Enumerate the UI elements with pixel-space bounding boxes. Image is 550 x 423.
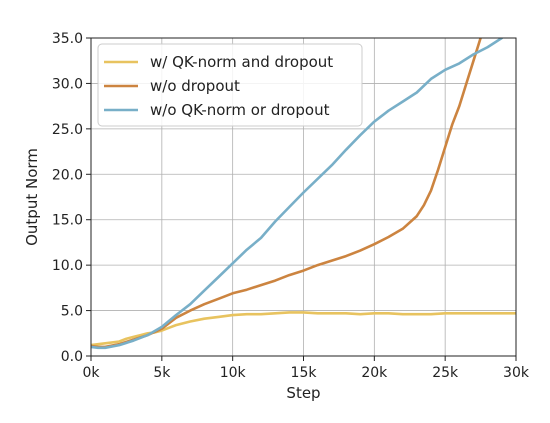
legend-items: w/ QK-norm and dropout w/o dropout w/o QK-… bbox=[104, 53, 333, 119]
y-tick-label: 0.0 bbox=[61, 349, 83, 365]
y-tick-label: 30.0 bbox=[52, 76, 83, 92]
y-tick-label: 20.0 bbox=[52, 167, 83, 183]
y-tick-label: 25.0 bbox=[52, 122, 83, 138]
legend-label: w/o dropout bbox=[150, 77, 240, 95]
x-tick-label: 25k bbox=[432, 365, 459, 381]
legend-label: w/o QK-norm or dropout bbox=[150, 101, 330, 119]
series-line-3 bbox=[91, 38, 504, 350]
y-tick-label: 5.0 bbox=[61, 304, 83, 320]
series-line-1 bbox=[91, 311, 516, 347]
y-tick-label: 10.0 bbox=[52, 258, 83, 274]
x-axis-label: Step bbox=[286, 384, 320, 402]
y-axis-label: Output Norm bbox=[23, 148, 41, 246]
legend-box bbox=[97, 43, 363, 127]
series-lines bbox=[91, 38, 516, 350]
legend: w/ QK-norm and dropout w/o dropout w/o QK-… bbox=[97, 43, 363, 127]
x-tick-label: 0k bbox=[82, 365, 100, 381]
x-tick-label: 30k bbox=[503, 365, 530, 381]
y-tick-label: 35.0 bbox=[52, 31, 83, 47]
legend-label: w/ QK-norm and dropout bbox=[150, 53, 333, 71]
x-tick-label: 20k bbox=[361, 365, 388, 381]
x-tick-label: 10k bbox=[220, 365, 247, 381]
x-tick-label: 5k bbox=[153, 365, 171, 381]
x-tick-label: 15k bbox=[291, 365, 318, 381]
y-tick-label: 15.0 bbox=[52, 213, 83, 229]
axis-ticks: 0k 5k 10k 15k 20k 25k 30k 0.0 5.0 10.0 15.0 20.0 25.… bbox=[52, 31, 530, 381]
